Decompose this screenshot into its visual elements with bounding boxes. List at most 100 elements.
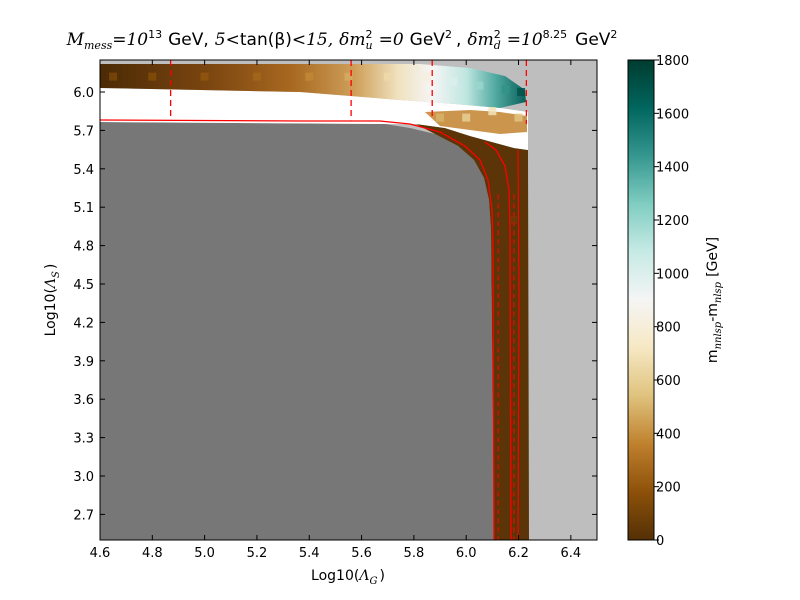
title-five: 5	[215, 30, 226, 50]
band-point-15	[514, 113, 523, 122]
cblabel-sub2: nlsp	[713, 281, 724, 303]
title-ten2: 10	[521, 30, 543, 50]
band-point-11	[517, 88, 526, 96]
band-point-2	[200, 72, 209, 81]
x-tick-label-1: 4.8	[142, 546, 163, 561]
colorbar	[627, 59, 655, 541]
y-tick-label-6: 4.5	[73, 278, 94, 293]
cblabel-unit: [GeV]	[705, 237, 721, 277]
x-tick-label-9: 6.4	[560, 546, 581, 561]
ylabel-post: )	[43, 264, 59, 269]
cblabel-sub1: nnlsp	[713, 321, 724, 349]
cblabel-m: m	[705, 349, 721, 363]
title-lt2: <	[292, 30, 306, 50]
colorbar-label: mnnlsp-mnlsp [GeV]	[705, 237, 724, 363]
dashed-lines	[169, 60, 528, 540]
title-m-subscript: mess	[84, 39, 113, 52]
band-point-8	[449, 77, 458, 86]
xlabel-post: )	[379, 568, 384, 584]
title-gev2: GeV	[410, 30, 446, 50]
vertical-band	[416, 124, 529, 540]
title-mess-exp: 13	[148, 28, 162, 41]
colorbar-tick-label-6: 1200	[656, 214, 689, 229]
band-points	[109, 72, 526, 416]
xlabel-sub: G	[369, 576, 377, 587]
colorbar-tick-label-1: 200	[656, 481, 681, 496]
title-gev1: GeV,	[168, 30, 209, 50]
colorbar-tick-label-9: 1800	[656, 54, 689, 69]
title-dmu-delta: δm	[339, 30, 365, 50]
title-dmd-sub: d	[494, 39, 501, 52]
x-tick-label-7: 6.0	[456, 546, 477, 561]
y-tick-label-10: 5.7	[73, 124, 94, 139]
colorbar-tick-label-7: 1400	[656, 161, 689, 176]
band-point-13	[462, 113, 471, 122]
title-dmu-sub: u	[366, 39, 373, 52]
y-tick-label-1: 3.0	[73, 470, 94, 485]
white-gap-region	[100, 88, 528, 150]
chart-title: Mmess=1013 GeV, 5<tan(β)<15, δm2 u =0 GeV2, δm2…	[66, 28, 618, 52]
colorbar-tick-label-3: 600	[656, 374, 681, 389]
y-tick-label-2: 3.3	[73, 432, 94, 447]
title-fifteen: 15,	[306, 30, 333, 50]
band-point-1	[148, 72, 157, 81]
title-dmu-sq: 2	[366, 28, 373, 41]
title-lt1: <	[226, 30, 240, 50]
y-axis-ticks: 2.7 3.0 3.3 3.6 3.9 4.2 4.5 4.8 5.1 5.4 5.7 6.0	[73, 86, 597, 523]
colorbar-tick-label-2: 400	[656, 427, 681, 442]
colorbar-tick-label-4: 800	[656, 321, 681, 336]
x-tick-label-3: 5.2	[247, 546, 268, 561]
title-dmd-sq: 2	[494, 28, 501, 41]
excluded-region	[100, 122, 494, 540]
title-dmu-eq: =0	[379, 30, 404, 50]
band-point-7	[422, 72, 431, 81]
title-dmd-exp: 8.25	[543, 28, 568, 41]
band-point-16	[509, 216, 518, 224]
xlabel-sym: Λ	[357, 568, 369, 584]
x-tick-label-6: 5.8	[404, 546, 425, 561]
band-point-10	[501, 85, 510, 94]
y-tick-label-4: 3.9	[73, 355, 94, 370]
title-eq2: =	[507, 30, 521, 50]
x-tick-label-4: 5.4	[299, 546, 320, 561]
band-point-9	[475, 81, 484, 90]
y-tick-label-5: 4.2	[73, 316, 94, 331]
band-point-5	[344, 72, 353, 81]
x-tick-label-8: 6.2	[508, 546, 529, 561]
x-tick-label-5: 5.6	[351, 546, 372, 561]
band-point-17	[509, 408, 518, 416]
ylabel-pre: Log10(	[43, 288, 59, 336]
title-comma: ,	[456, 30, 461, 50]
title-gev3: GeV	[575, 30, 611, 50]
x-tick-label-2: 5.0	[194, 546, 215, 561]
y-tick-label-0: 2.7	[73, 508, 94, 523]
title-eq: =	[112, 30, 126, 50]
title-ten: 10	[126, 30, 148, 50]
band-point-0	[109, 72, 118, 81]
band-point-12	[436, 113, 445, 122]
title-gev3-sq: 2	[610, 28, 617, 41]
title-dmd-delta: δm	[467, 30, 493, 50]
title-m-symbol: M	[66, 30, 85, 50]
colorbar-tick-label-8: 1600	[656, 107, 689, 122]
plot-area	[100, 60, 597, 540]
contour-right	[517, 149, 520, 540]
y-tick-label-8: 5.1	[73, 201, 94, 216]
title-gev2-sq: 2	[445, 28, 452, 41]
band-point-3	[252, 72, 261, 81]
x-axis-ticks: 4.6 4.8 5.0 5.2 5.4 5.6 5.8 6.0 6.2 6.4	[90, 60, 581, 561]
cblabel-mid: -m	[705, 303, 721, 322]
band-point-14	[488, 107, 497, 116]
y-axis-label: Log10(ΛS)	[43, 264, 62, 337]
y-tick-label-9: 5.4	[73, 163, 94, 178]
colorbar-tick-label-0: 0	[656, 534, 664, 549]
x-tick-label-0: 4.6	[90, 546, 111, 561]
plot-frame	[99, 59, 598, 541]
y-tick-label-11: 6.0	[73, 86, 94, 101]
ylabel-sym: Λ	[43, 278, 59, 290]
ylabel-sub: S	[51, 271, 62, 278]
contour-inner	[484, 141, 512, 540]
colorbar-tick-label-5: 1000	[656, 267, 689, 282]
contour-lower	[100, 119, 495, 540]
